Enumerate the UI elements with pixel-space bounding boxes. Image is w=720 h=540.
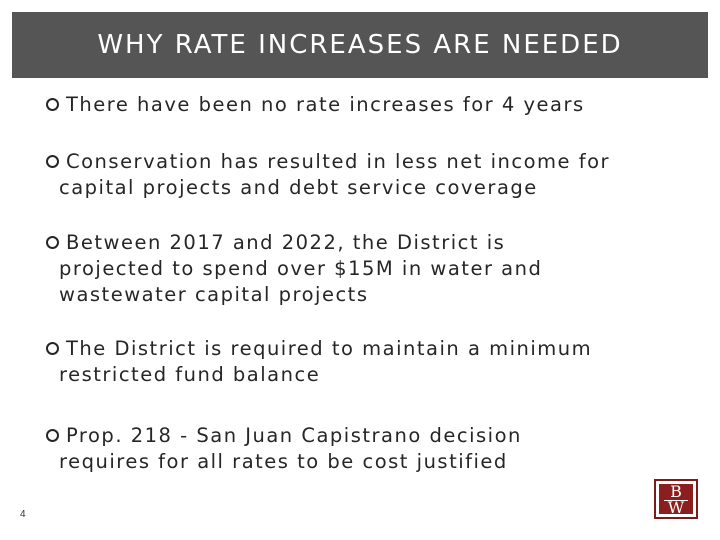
bullet-text: Conservation has resulted in less net in… — [66, 150, 611, 173]
bullet-text-continuation: wastewater capital projects — [59, 283, 369, 306]
slide-title: WHY RATE INCREASES ARE NEEDED — [97, 30, 623, 60]
bullet-text-continuation: capital projects and debt service covera… — [59, 176, 538, 199]
bw-logo: B W — [654, 479, 698, 519]
bullet-text-continuation: projected to spend over $15M in water an… — [59, 257, 543, 280]
bullet-text-continuation: requires for all rates to be cost justif… — [59, 450, 508, 473]
bullet-text-continuation: restricted fund balance — [59, 363, 321, 386]
bullet-text: The District is required to maintain a m… — [66, 337, 593, 360]
bullet-text: Between 2017 and 2022, the District is — [66, 231, 506, 254]
logo-letter-b: B — [670, 482, 682, 501]
circle-bullet-icon — [46, 342, 59, 355]
bullet-item: The District is required to maintain a m… — [44, 336, 592, 388]
circle-bullet-icon — [46, 155, 59, 168]
title-bar: WHY RATE INCREASES ARE NEEDED — [12, 12, 708, 78]
bullet-item: There have been no rate increases for 4 … — [44, 92, 585, 118]
logo-letter-w: W — [667, 498, 685, 517]
bullet-item: Between 2017 and 2022, the District is p… — [44, 230, 542, 308]
bullet-text: Prop. 218 - San Juan Capistrano decision — [66, 424, 522, 447]
bullet-text: There have been no rate increases for 4 … — [66, 93, 585, 116]
circle-bullet-icon — [46, 98, 59, 111]
bullet-item: Conservation has resulted in less net in… — [44, 149, 610, 201]
bullet-item: Prop. 218 - San Juan Capistrano decision… — [44, 423, 522, 475]
bw-logo-mark: B W — [659, 482, 693, 517]
logo-divider — [664, 500, 688, 501]
page-number: 4 — [20, 509, 26, 520]
circle-bullet-icon — [46, 429, 59, 442]
circle-bullet-icon — [46, 236, 59, 249]
